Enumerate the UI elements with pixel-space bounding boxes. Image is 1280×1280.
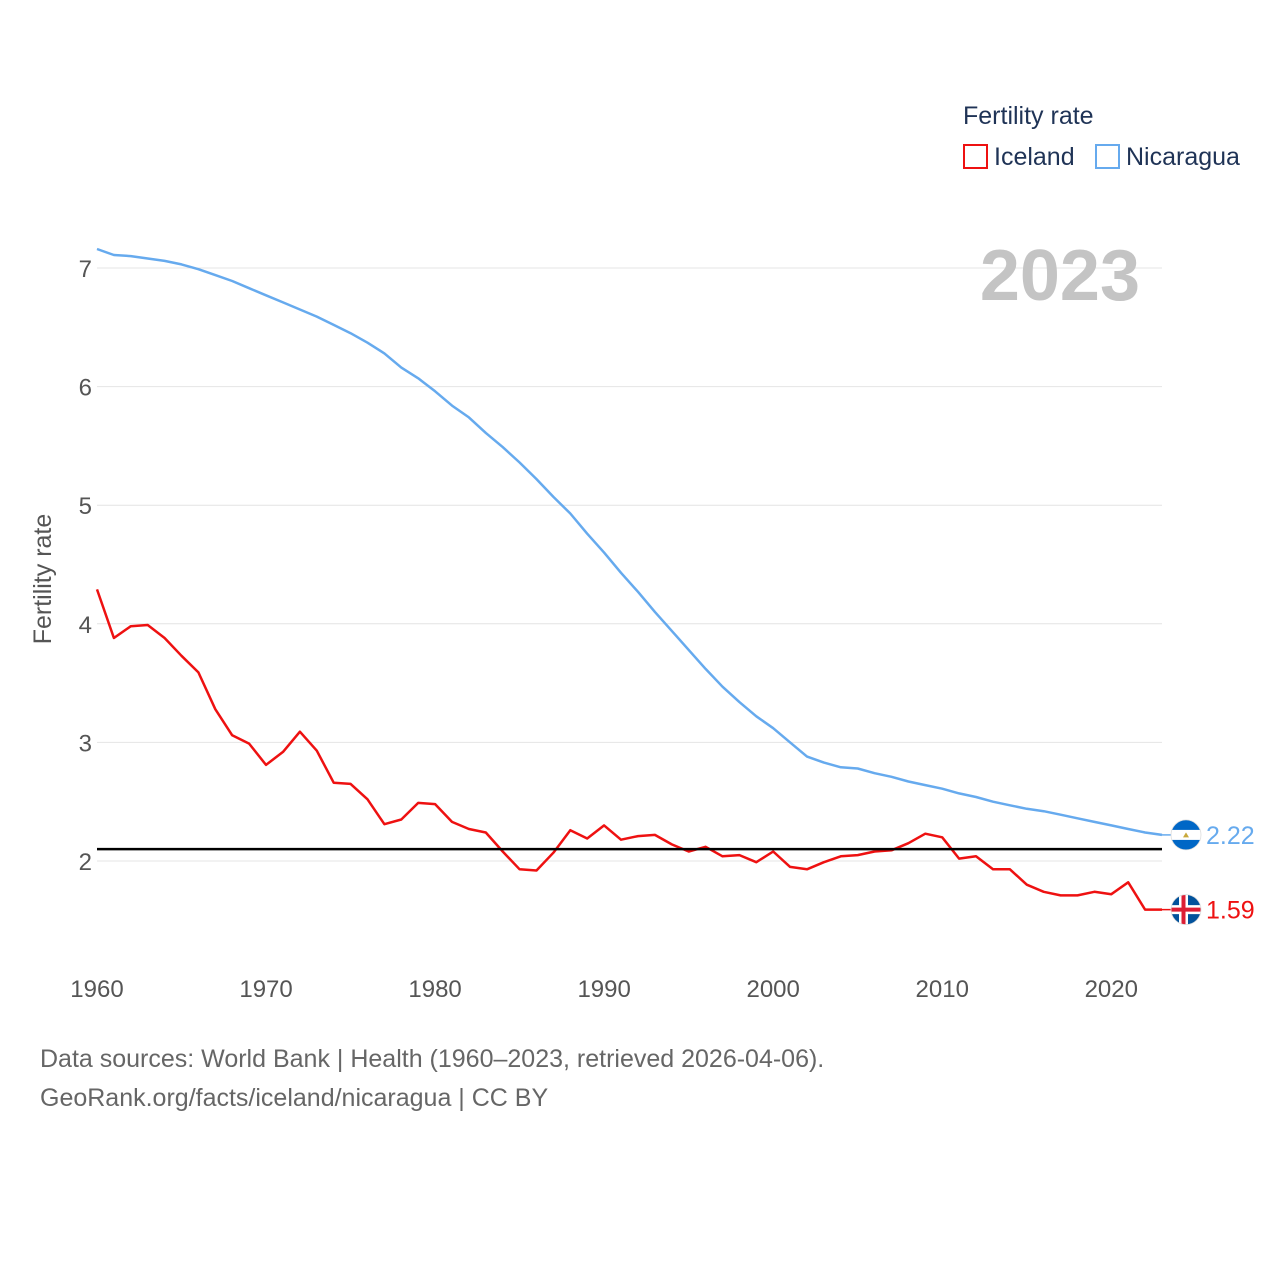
series-line-nicaragua[interactable] — [96, 247, 1163, 837]
x-tick-label-2020: 2020 — [1085, 976, 1138, 1003]
y-tick-label-4: 4 — [79, 612, 92, 639]
endpoint-value-nicaragua: 2.22 — [1206, 822, 1255, 850]
legend-item-nicaragua[interactable]: Nicaragua — [1095, 143, 1240, 171]
x-axis-ticks: 1960 1970 1980 1990 2000 2010 2020 — [70, 976, 1138, 1003]
legend: Fertility rate Iceland Nicaragua — [963, 102, 1240, 171]
iceland-flag-icon — [1170, 894, 1202, 926]
series-line-iceland[interactable] — [95, 588, 1162, 911]
legend-title: Fertility rate — [963, 102, 1094, 130]
y-tick-label-6: 6 — [79, 375, 92, 402]
credit-link[interactable]: GeoRank.org/facts/iceland/nicaragua | CC… — [40, 1084, 549, 1112]
series-endpoints: 1.59 2.22 — [1162, 819, 1255, 926]
endpoint-value-iceland: 1.59 — [1206, 897, 1255, 925]
legend-label-nicaragua: Nicaragua — [1126, 143, 1240, 171]
y-tick-label-2: 2 — [79, 849, 92, 876]
grid-lines — [97, 267, 1162, 862]
x-tick-label-1980: 1980 — [408, 976, 461, 1003]
legend-swatch-iceland — [963, 144, 988, 169]
x-tick-label-2000: 2000 — [746, 976, 799, 1003]
legend-item-iceland[interactable]: Iceland — [963, 143, 1075, 171]
y-tick-label-3: 3 — [79, 730, 92, 757]
series-lines — [95, 247, 1163, 911]
y-axis-ticks: 2 3 4 5 6 7 — [79, 256, 92, 876]
x-tick-label-1970: 1970 — [239, 976, 292, 1003]
y-tick-label-5: 5 — [79, 493, 92, 520]
y-tick-label-7: 7 — [79, 256, 92, 283]
legend-swatch-nicaragua — [1095, 144, 1120, 169]
y-axis-title: Fertility rate — [29, 514, 57, 645]
data-source-note: Data sources: World Bank | Health (1960–… — [40, 1045, 825, 1073]
x-tick-label-1990: 1990 — [577, 976, 630, 1003]
year-overlay: 2023 — [980, 236, 1140, 316]
nicaragua-flag-icon — [1170, 819, 1202, 851]
x-tick-label-2010: 2010 — [916, 976, 969, 1003]
legend-label-iceland: Iceland — [994, 143, 1075, 171]
x-tick-label-1960: 1960 — [70, 976, 123, 1003]
